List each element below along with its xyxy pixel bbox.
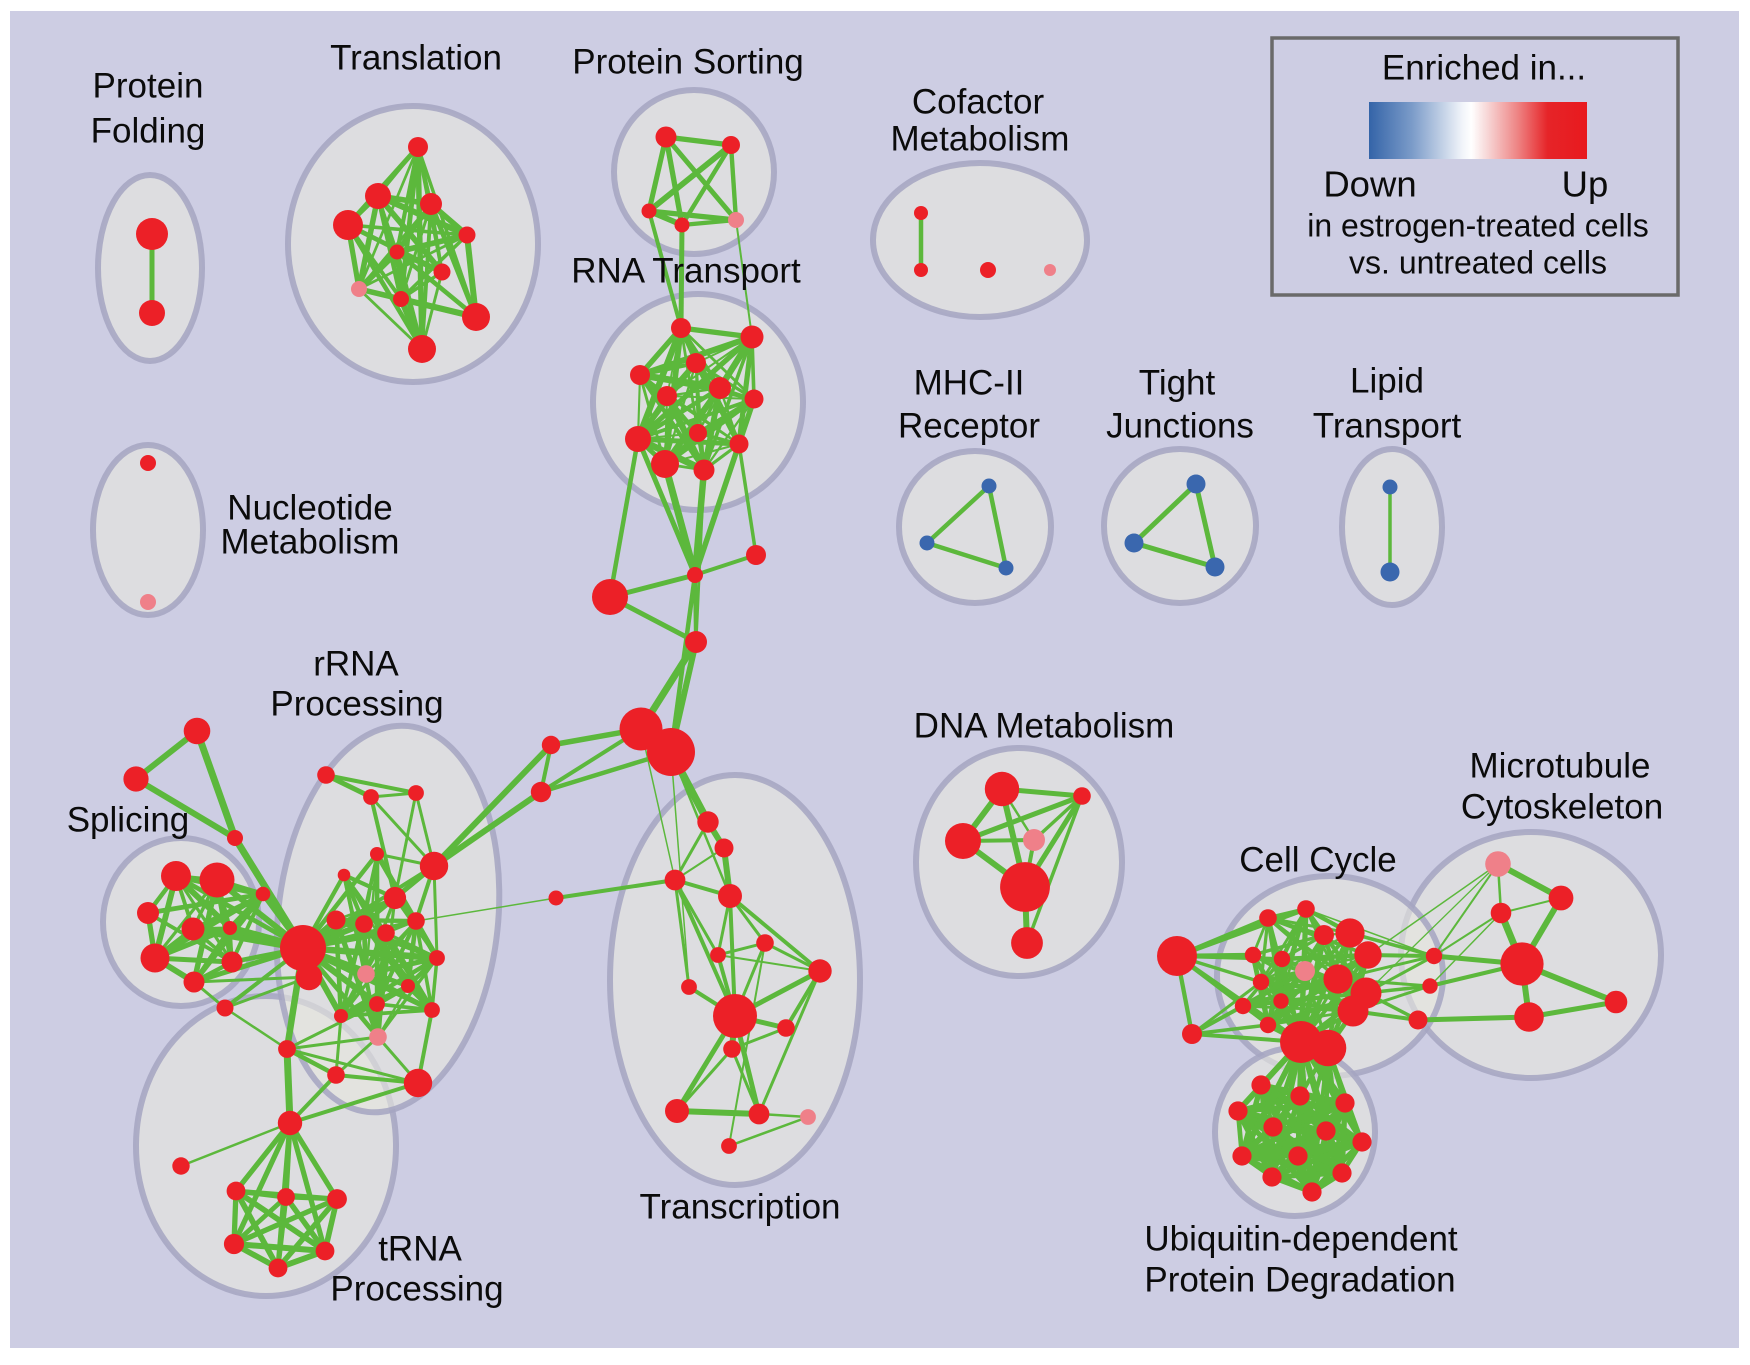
svg-text:Lipid: Lipid (1350, 361, 1424, 400)
svg-text:Metabolism: Metabolism (221, 522, 400, 561)
svg-text:Junctions: Junctions (1106, 406, 1254, 445)
svg-text:Nucleotide: Nucleotide (227, 488, 392, 527)
svg-text:Metabolism: Metabolism (891, 119, 1070, 158)
svg-text:Folding: Folding (91, 111, 206, 150)
svg-text:Splicing: Splicing (67, 800, 190, 839)
svg-text:in estrogen-treated cells: in estrogen-treated cells (1307, 207, 1649, 243)
svg-text:Protein Degradation: Protein Degradation (1144, 1260, 1455, 1299)
svg-text:MHC-II: MHC-II (914, 363, 1025, 402)
svg-text:Enriched in...: Enriched in... (1382, 48, 1586, 87)
svg-text:Transcription: Transcription (640, 1187, 841, 1226)
svg-text:Transport: Transport (1313, 406, 1462, 445)
svg-text:DNA Metabolism: DNA Metabolism (914, 706, 1175, 745)
svg-text:Cell Cycle: Cell Cycle (1239, 840, 1397, 879)
svg-text:Cytoskeleton: Cytoskeleton (1461, 787, 1663, 826)
svg-text:Microtubule: Microtubule (1470, 746, 1651, 785)
svg-text:Protein Sorting: Protein Sorting (572, 42, 804, 81)
svg-text:Protein: Protein (93, 66, 204, 105)
svg-text:Down: Down (1323, 164, 1416, 205)
svg-text:Receptor: Receptor (898, 406, 1040, 445)
svg-text:Up: Up (1562, 164, 1609, 205)
svg-text:vs. untreated cells: vs. untreated cells (1349, 244, 1607, 280)
svg-text:Processing: Processing (330, 1269, 503, 1308)
svg-text:Cofactor: Cofactor (912, 82, 1045, 121)
svg-text:Processing: Processing (270, 684, 443, 723)
svg-text:tRNA: tRNA (378, 1229, 462, 1268)
svg-text:RNA Transport: RNA Transport (571, 251, 801, 290)
svg-text:rRNA: rRNA (313, 644, 399, 683)
svg-text:Translation: Translation (330, 38, 502, 77)
svg-text:Ubiquitin-dependent: Ubiquitin-dependent (1144, 1219, 1458, 1258)
svg-text:Tight: Tight (1139, 363, 1216, 402)
